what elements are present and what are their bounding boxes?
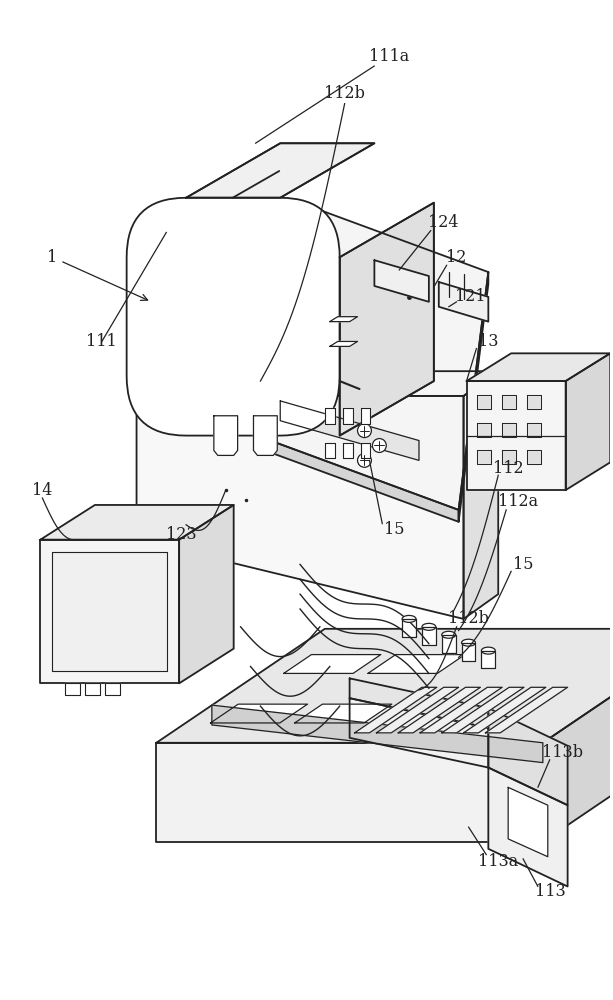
Polygon shape: [52, 552, 167, 671]
Polygon shape: [179, 505, 234, 683]
Polygon shape: [343, 443, 352, 458]
Polygon shape: [360, 443, 370, 458]
Polygon shape: [340, 203, 434, 436]
Polygon shape: [566, 353, 610, 490]
Polygon shape: [137, 396, 463, 619]
Polygon shape: [375, 260, 429, 302]
Polygon shape: [376, 687, 459, 733]
Polygon shape: [40, 540, 179, 683]
Polygon shape: [527, 423, 541, 437]
Polygon shape: [463, 687, 546, 733]
Polygon shape: [478, 395, 491, 409]
Polygon shape: [325, 443, 335, 458]
Polygon shape: [527, 450, 541, 464]
Polygon shape: [481, 651, 495, 668]
Polygon shape: [502, 395, 516, 409]
Polygon shape: [459, 272, 489, 522]
Polygon shape: [466, 381, 566, 490]
Polygon shape: [442, 635, 455, 653]
Polygon shape: [462, 643, 476, 661]
Polygon shape: [442, 687, 524, 733]
Text: 12: 12: [446, 249, 467, 266]
Polygon shape: [210, 704, 308, 723]
Polygon shape: [489, 708, 568, 805]
Polygon shape: [485, 687, 568, 733]
Polygon shape: [330, 317, 357, 322]
Polygon shape: [349, 698, 489, 768]
Polygon shape: [325, 408, 335, 424]
Text: 113: 113: [535, 883, 566, 900]
Text: 113b: 113b: [542, 744, 583, 761]
Circle shape: [357, 453, 371, 467]
Text: 111: 111: [86, 333, 117, 350]
Polygon shape: [105, 683, 120, 695]
Polygon shape: [349, 678, 489, 728]
Text: 14: 14: [32, 482, 53, 499]
Text: 112b: 112b: [448, 610, 489, 627]
Polygon shape: [502, 423, 516, 437]
Text: 112: 112: [493, 460, 524, 477]
Circle shape: [372, 439, 386, 452]
Text: 15: 15: [384, 521, 405, 538]
Polygon shape: [398, 687, 481, 733]
Polygon shape: [489, 768, 568, 886]
Text: 124: 124: [428, 214, 459, 231]
Polygon shape: [85, 683, 100, 695]
Text: 13: 13: [478, 333, 498, 350]
Ellipse shape: [481, 647, 495, 654]
Text: 121: 121: [455, 288, 486, 305]
Polygon shape: [156, 743, 543, 842]
Polygon shape: [360, 408, 370, 424]
Polygon shape: [368, 655, 465, 673]
Polygon shape: [214, 416, 238, 455]
Ellipse shape: [442, 631, 455, 638]
Polygon shape: [270, 203, 489, 510]
FancyBboxPatch shape: [127, 198, 340, 436]
Polygon shape: [402, 619, 416, 637]
Polygon shape: [280, 401, 419, 460]
Polygon shape: [463, 371, 498, 619]
Polygon shape: [343, 408, 352, 424]
Polygon shape: [478, 450, 491, 464]
Text: 113a: 113a: [478, 853, 519, 870]
Polygon shape: [330, 341, 357, 346]
Ellipse shape: [422, 623, 436, 630]
Polygon shape: [270, 441, 459, 522]
Polygon shape: [439, 282, 489, 322]
Polygon shape: [65, 683, 80, 695]
Polygon shape: [254, 416, 277, 455]
Text: 111a: 111a: [369, 48, 409, 65]
Polygon shape: [354, 687, 437, 733]
Polygon shape: [295, 704, 392, 723]
Polygon shape: [527, 395, 541, 409]
Polygon shape: [508, 787, 548, 857]
Ellipse shape: [462, 639, 476, 646]
Polygon shape: [420, 687, 502, 733]
Polygon shape: [543, 629, 613, 842]
Circle shape: [357, 424, 371, 438]
Polygon shape: [212, 705, 543, 763]
Polygon shape: [466, 353, 610, 381]
Text: 112a: 112a: [498, 493, 538, 510]
Polygon shape: [478, 423, 491, 437]
Polygon shape: [186, 143, 375, 198]
Polygon shape: [284, 655, 381, 673]
Text: 123: 123: [166, 526, 196, 543]
Polygon shape: [137, 371, 498, 396]
Polygon shape: [40, 505, 234, 540]
Polygon shape: [422, 627, 436, 645]
Polygon shape: [502, 450, 516, 464]
Polygon shape: [156, 629, 613, 743]
Text: 15: 15: [512, 556, 533, 573]
Text: 112b: 112b: [324, 85, 365, 102]
Text: 1: 1: [47, 249, 148, 300]
Ellipse shape: [402, 615, 416, 622]
